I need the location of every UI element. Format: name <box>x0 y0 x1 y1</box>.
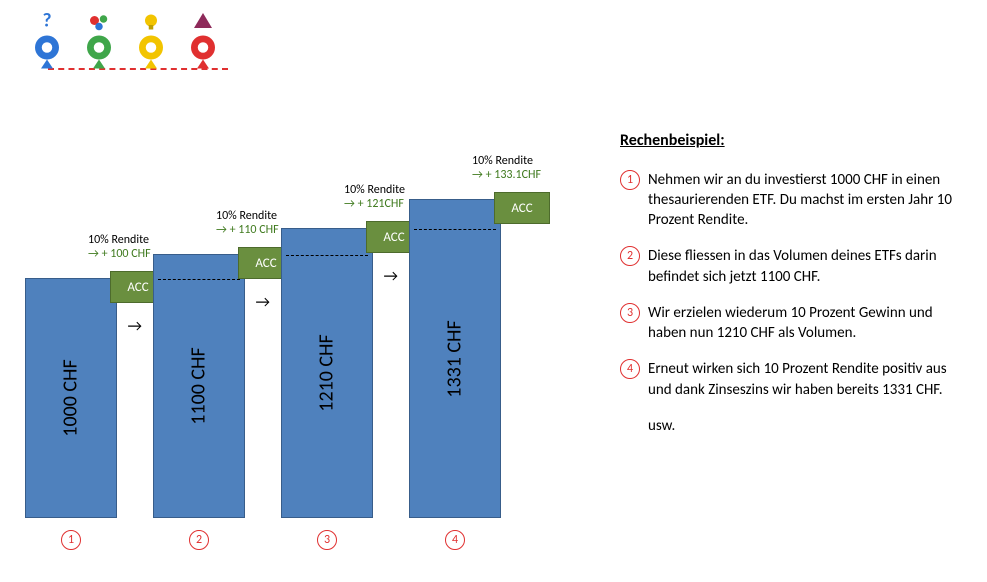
return-annotation: 10% Rendite→ + 133.1CHF <box>472 154 562 183</box>
next-arrow-icon: → <box>256 293 270 312</box>
step-number-badge: 2 <box>189 530 209 550</box>
acc-badge: ACC <box>494 192 550 224</box>
chart-column-2: 1100 CHFACC10% Rendite→ + 110 CHF→ 2 <box>153 254 245 550</box>
step-number-badge: 2 <box>620 246 640 266</box>
bulb-pin-icon <box>129 10 173 70</box>
panel-item: 2 Diese fliessen in das Volumen deines ET… <box>620 246 970 287</box>
triangle-pin-icon <box>181 10 225 70</box>
chart-column-4: 1331 CHFACC10% Rendite→ + 133.1CHF 4 <box>409 199 501 550</box>
previous-level-line <box>158 279 240 280</box>
previous-level-line <box>286 255 368 256</box>
panel-item-text: Erneut wirken sich 10 Prozent Rendite po… <box>648 359 970 400</box>
next-arrow-icon: → <box>128 317 142 336</box>
chart-column-3: 1210 CHFACC10% Rendite→ + 121CHF→ 3 <box>281 228 373 550</box>
panel-items: 1 Nehmen wir an du investierst 1000 CHF i… <box>620 170 970 400</box>
panel-item-text: Nehmen wir an du investierst 1000 CHF in… <box>648 170 970 231</box>
panel-item: 4 Erneut wirken sich 10 Prozent Rendite p… <box>620 359 970 400</box>
panel-item: 1 Nehmen wir an du investierst 1000 CHF i… <box>620 170 970 231</box>
bar: 1210 CHFACC10% Rendite→ + 121CHF→ <box>281 228 373 518</box>
gears-pin-icon <box>77 10 121 70</box>
panel-etc: usw. <box>648 416 970 436</box>
step-number-badge: 3 <box>317 530 337 550</box>
explanation-panel: Rechenbeispiel: 1 Nehmen wir an du invest… <box>620 130 970 451</box>
chart-column-1: 1000 CHFACC10% Rendite→ + 100 CHF→ 1 <box>25 278 117 550</box>
header-icons: ? <box>25 10 225 70</box>
previous-level-line <box>414 229 496 230</box>
bar-value-label: 1331 CHF <box>443 320 467 397</box>
step-number-badge: 4 <box>445 530 465 550</box>
step-number-badge: 1 <box>620 170 640 190</box>
bar: 1331 CHFACC10% Rendite→ + 133.1CHF <box>409 199 501 518</box>
bar-value-label: 1000 CHF <box>59 359 83 436</box>
panel-item: 3 Wir erzielen wiederum 10 Prozent Gewinn… <box>620 303 970 344</box>
step-number-badge: 3 <box>620 303 640 323</box>
panel-item-text: Wir erzielen wiederum 10 Prozent Gewinn … <box>648 303 970 344</box>
bar: 1000 CHFACC10% Rendite→ + 100 CHF→ <box>25 278 117 518</box>
next-arrow-icon: → <box>384 267 398 286</box>
step-number-badge: 4 <box>620 359 640 379</box>
svg-text:?: ? <box>42 10 51 33</box>
panel-item-text: Diese fliessen in das Volumen deines ETF… <box>648 246 970 287</box>
compound-interest-chart: 1000 CHFACC10% Rendite→ + 100 CHF→ 1 1100 … <box>25 140 585 550</box>
bar: 1100 CHFACC10% Rendite→ + 110 CHF→ <box>153 254 245 518</box>
panel-title: Rechenbeispiel: <box>620 130 970 152</box>
step-number-badge: 1 <box>61 530 81 550</box>
bar-value-label: 1100 CHF <box>187 347 211 424</box>
bar-value-label: 1210 CHF <box>315 334 339 411</box>
question-pin-icon: ? <box>25 10 69 70</box>
